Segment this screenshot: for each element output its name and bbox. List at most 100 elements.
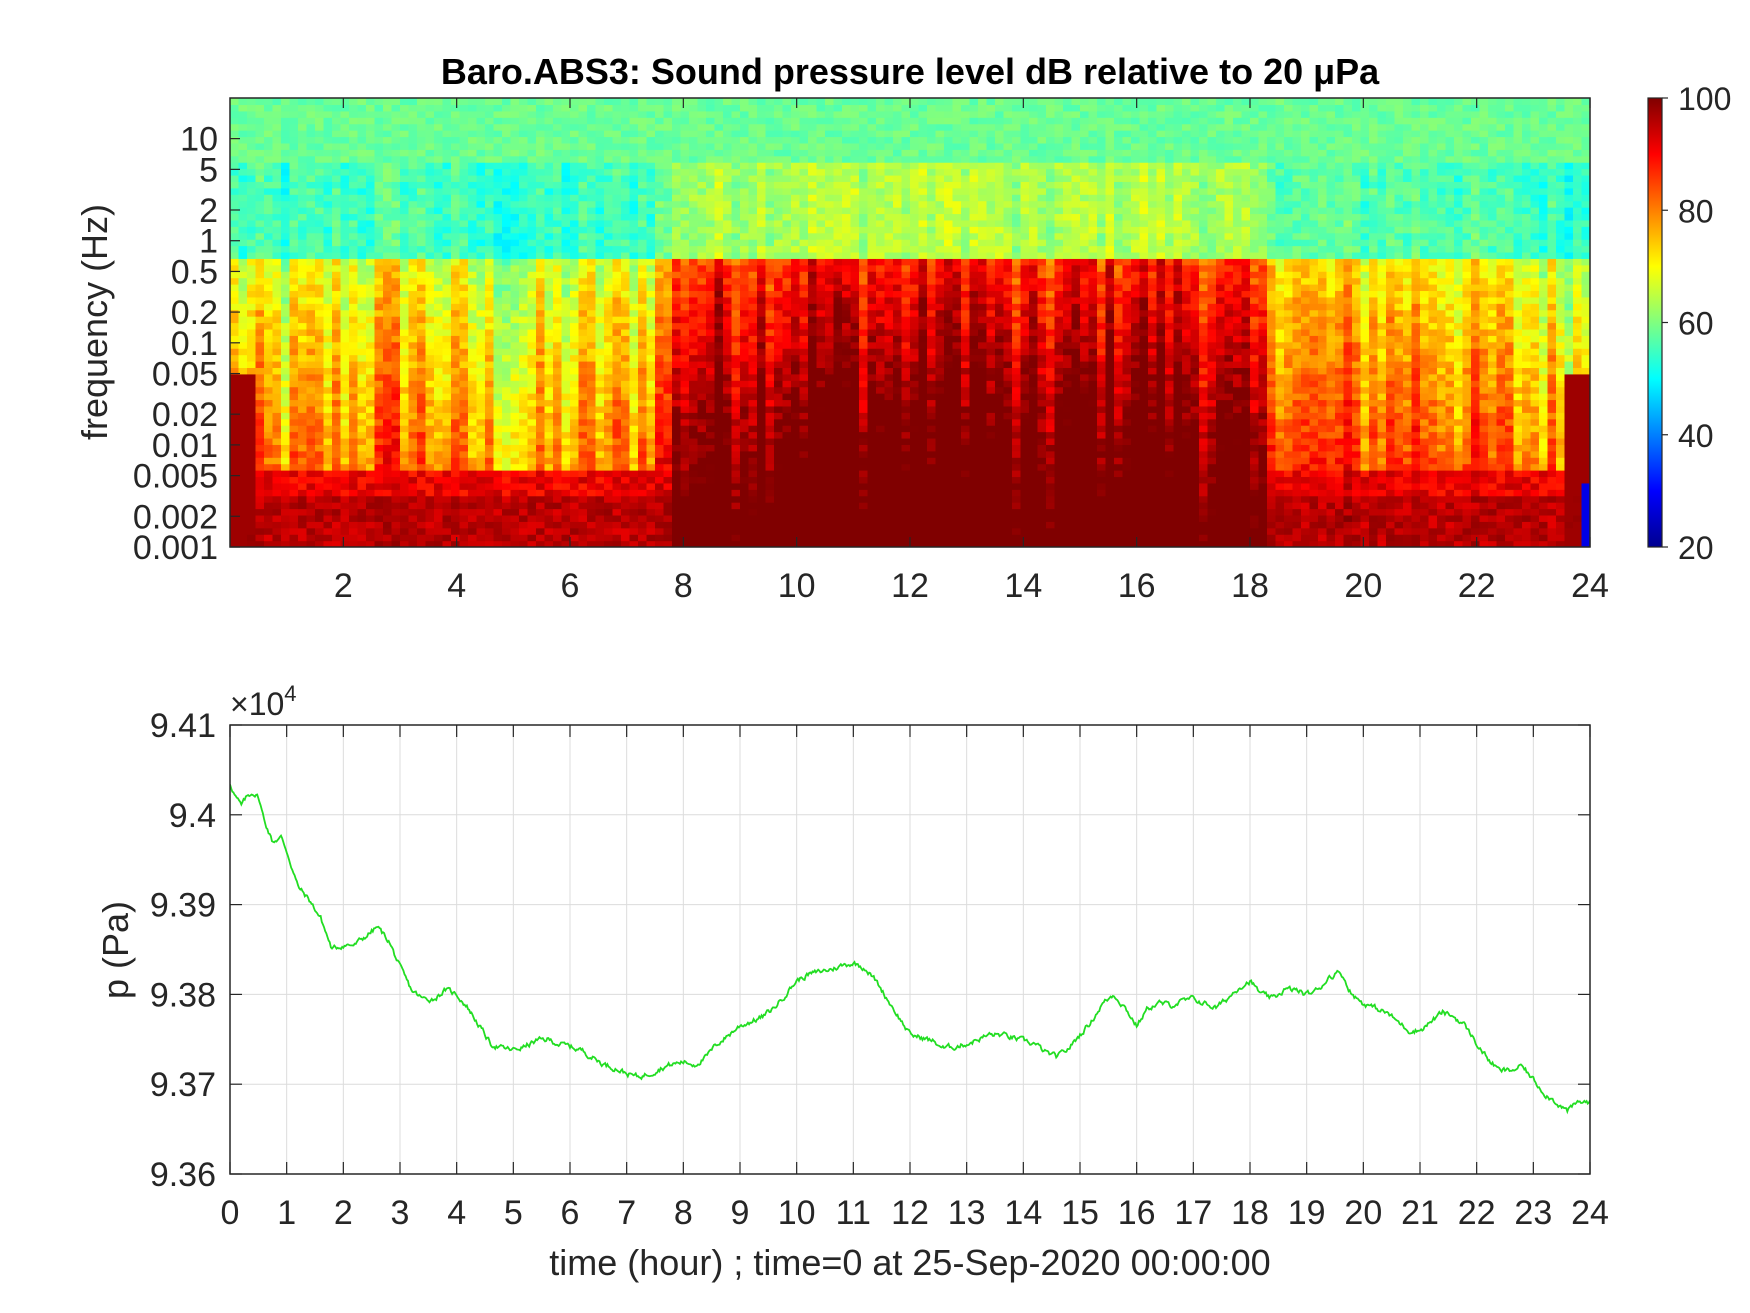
spectrogram-cell <box>570 444 580 452</box>
spectrogram-cell <box>604 213 614 221</box>
spectrogram-cell <box>434 296 444 304</box>
spectrogram-cell <box>604 258 614 266</box>
spectrogram-cell <box>408 431 418 439</box>
spectrogram-cell <box>493 200 503 208</box>
spectrogram-cell <box>689 187 699 195</box>
spectrogram-cell <box>672 213 682 221</box>
spectrogram-cell <box>298 207 308 215</box>
spectrogram-cell <box>468 232 478 240</box>
spectrogram-cell <box>731 98 741 106</box>
spectrogram-cell <box>451 489 461 497</box>
spectrogram-cell <box>544 303 554 311</box>
spectrogram-cell <box>306 296 316 304</box>
spectrogram-cell <box>272 521 282 529</box>
spectrogram-cell <box>400 149 410 157</box>
spectrogram-cell <box>714 393 724 401</box>
spectrogram-cell <box>748 514 758 522</box>
spectrogram-cell <box>621 226 631 234</box>
spectrogram-cell <box>774 232 784 240</box>
spectrogram-cell <box>281 245 291 253</box>
spectrogram-cell <box>442 470 452 478</box>
spectrogram-cell <box>255 264 265 272</box>
spectrogram-cell <box>825 328 835 336</box>
spectrogram-cell <box>493 418 503 426</box>
spectrogram-cell <box>578 380 588 388</box>
spectrogram-cell <box>799 322 809 330</box>
spectrogram-cell <box>697 444 707 452</box>
spectrogram-cell <box>272 142 282 150</box>
spectrogram-cell <box>740 226 750 234</box>
spectrogram-cell <box>544 360 554 368</box>
spectrogram-cell <box>272 104 282 112</box>
spectrogram-cell <box>493 380 503 388</box>
spectrogram-cell <box>230 296 240 304</box>
spectrogram-cell <box>425 290 435 298</box>
spectrogram-cell <box>281 437 291 445</box>
spectrogram-cell <box>561 322 571 330</box>
spectrogram-cell <box>570 360 580 368</box>
spectrogram-cell <box>374 104 384 112</box>
spectrogram-cell <box>255 521 265 529</box>
spectrogram-cell <box>459 335 469 343</box>
spectrogram-cell <box>476 450 486 458</box>
spectrogram-cell <box>604 444 614 452</box>
spectrogram-cell <box>349 174 359 182</box>
spectrogram-cell <box>255 290 265 298</box>
spectrogram-cell <box>230 444 240 452</box>
spectrogram-cell <box>468 245 478 253</box>
spectrogram-cell <box>587 232 597 240</box>
spectrogram-cell <box>595 174 605 182</box>
spectrogram-cell <box>332 239 342 247</box>
spectrogram-cell <box>272 98 282 106</box>
spectrogram-cell <box>383 213 393 221</box>
spectrogram-cell <box>476 174 486 182</box>
spectrogram-cell <box>468 393 478 401</box>
spectrogram-cell <box>748 136 758 144</box>
spectrogram-cell <box>502 399 512 407</box>
spectrogram-cell <box>544 98 554 106</box>
spectrogram-cell <box>740 264 750 272</box>
spectrogram-cell <box>646 335 656 343</box>
spectrogram-cell <box>544 527 554 535</box>
spectrogram-cell <box>383 521 393 529</box>
spectrogram-cell <box>791 508 801 516</box>
spectrogram-cell <box>808 489 818 497</box>
spectrogram-cell <box>400 425 410 433</box>
spectrogram-cell <box>349 130 359 138</box>
spectrogram-cell <box>349 110 359 118</box>
spectrogram-cell <box>629 149 639 157</box>
spectrogram-cell <box>587 200 597 208</box>
spectrogram-cell <box>247 482 257 490</box>
spectrogram-cell <box>323 187 333 195</box>
spectrogram-cell <box>485 162 495 170</box>
spectrogram-cell <box>765 187 775 195</box>
spectrogram-cell <box>298 444 308 452</box>
spectrogram-cell <box>289 444 299 452</box>
spectrogram-cell <box>357 373 367 381</box>
spectrogram-cell <box>366 181 376 189</box>
spectrogram-cell <box>680 284 690 292</box>
spectrogram-cell <box>604 367 614 375</box>
spectrogram-cell <box>340 245 350 253</box>
spectrogram-cell <box>442 142 452 150</box>
spectrogram-cell <box>723 348 733 356</box>
spectrogram-cell <box>315 194 325 202</box>
spectrogram-cell <box>391 284 401 292</box>
spectrogram-cell <box>459 104 469 112</box>
spectrogram-cell <box>774 117 784 125</box>
spectrogram-cell <box>366 187 376 195</box>
spectrogram-cell <box>417 341 427 349</box>
spectrogram-cell <box>468 309 478 317</box>
spectrogram-cell <box>578 463 588 471</box>
spectrogram-cell <box>816 457 826 465</box>
spectrogram-cell <box>255 393 265 401</box>
spectrogram-cell <box>697 502 707 510</box>
spectrogram-cell <box>238 463 248 471</box>
spectrogram-cell <box>315 380 325 388</box>
spectrogram-cell <box>680 495 690 503</box>
spectrogram-cell <box>561 386 571 394</box>
spectrogram-cell <box>272 360 282 368</box>
spectrogram-cell <box>706 264 716 272</box>
spectrogram-cell <box>357 489 367 497</box>
spectrogram-cell <box>298 117 308 125</box>
